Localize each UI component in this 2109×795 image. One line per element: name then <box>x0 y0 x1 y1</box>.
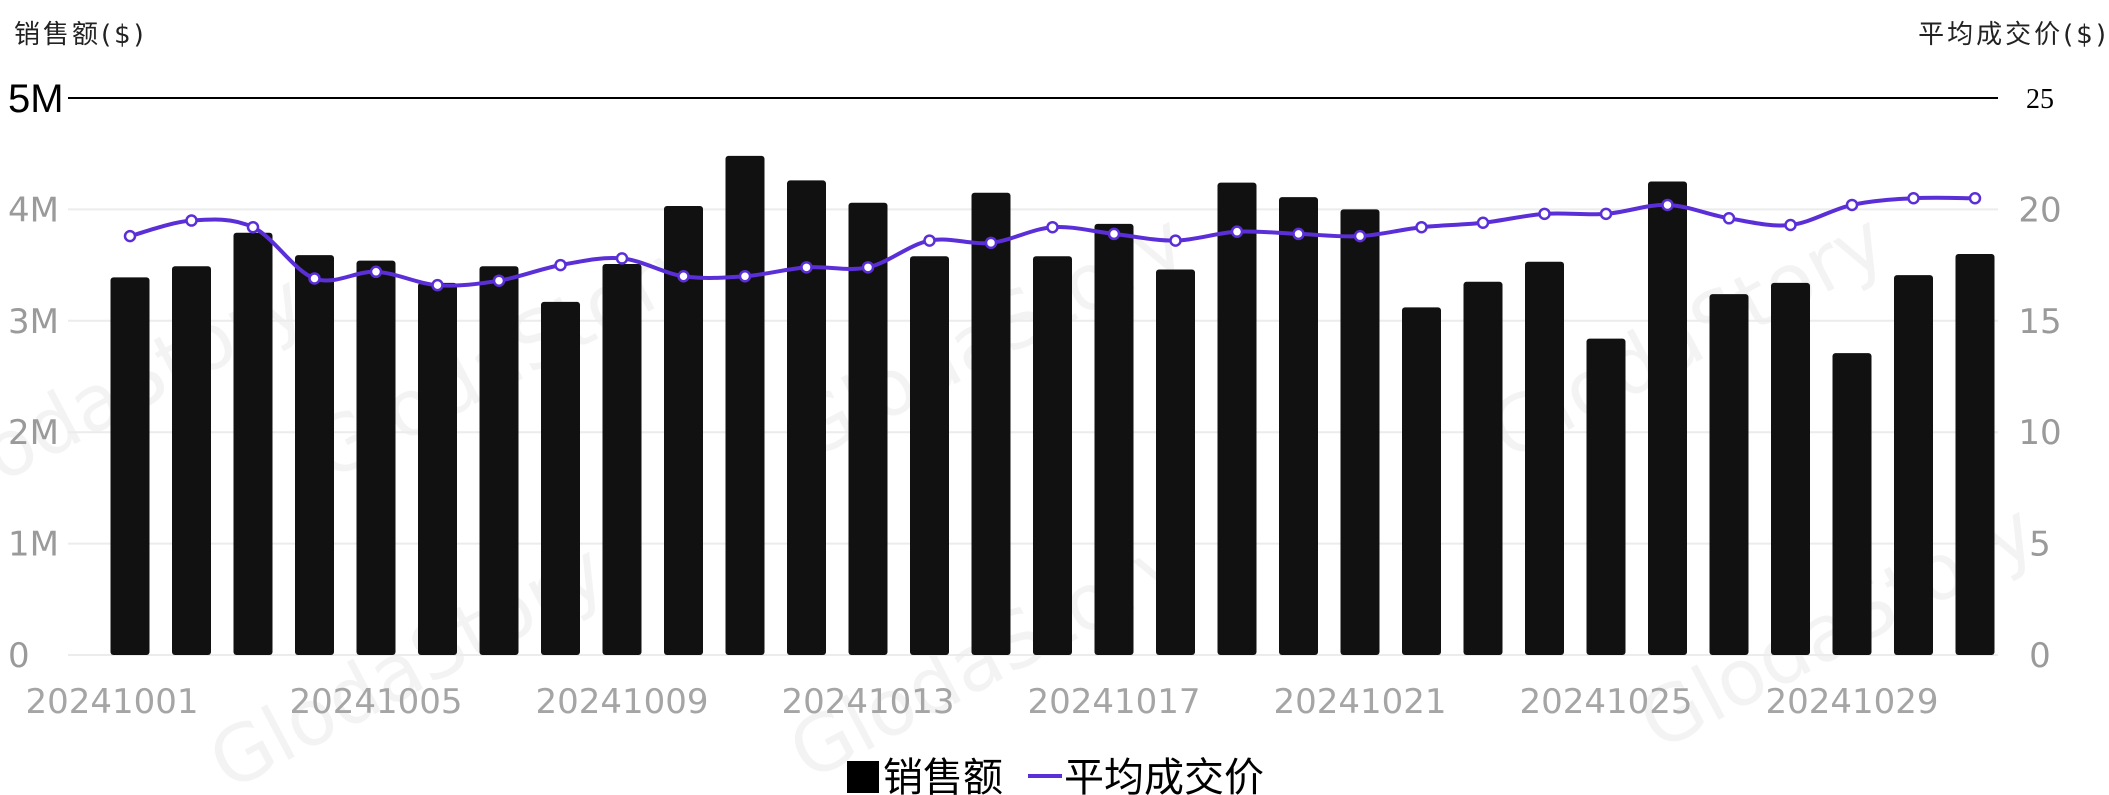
x-tick-label: 20241001 <box>25 682 198 722</box>
bar-20241017 <box>1094 223 1134 655</box>
avg-price-point-20241017 <box>1107 227 1121 241</box>
bar-20241023 <box>1463 281 1503 655</box>
legend-bar-swatch <box>847 761 879 793</box>
avg-price-point-20241012 <box>800 261 813 274</box>
right-tick-label: 0 <box>2029 636 2051 676</box>
legend: 销售额 平均成交价 <box>847 755 1264 795</box>
avg-price-point-20241014 <box>923 234 936 247</box>
avg-price-point-20241011 <box>738 269 752 283</box>
bar-20241008 <box>541 301 580 655</box>
bar-20241028 <box>1771 282 1810 655</box>
x-tick-label: 20241005 <box>289 682 462 722</box>
left-axis-title: 销售额($) <box>14 20 147 50</box>
avg-price-point-20241008 <box>554 258 567 272</box>
x-tick-label: 20241013 <box>781 682 954 722</box>
avg-price-point-20241029 <box>1845 198 1859 212</box>
left-tick-label: 4M <box>8 190 59 230</box>
bar-20241025 <box>1586 338 1626 655</box>
left-tick-label: 0 <box>8 636 30 676</box>
bar-20241020 <box>1279 197 1318 655</box>
bar-20241005 <box>356 260 396 655</box>
avg-price-point-20241006 <box>431 278 444 292</box>
bar-20241009 <box>602 263 642 655</box>
bar-20241015 <box>971 192 1011 655</box>
bar-20241018 <box>1156 269 1195 655</box>
bar-20241014 <box>910 256 949 655</box>
bar-20241012 <box>787 180 826 655</box>
x-tick-label: 20241025 <box>1519 682 1692 722</box>
bar-20241011 <box>725 155 765 656</box>
avg-price-point-20241021 <box>1353 229 1367 243</box>
avg-price-point-20241026 <box>1661 198 1674 212</box>
right-y-axis: 0 5 10 15 20 25 <box>2018 84 2061 676</box>
right-tick-label: 5 <box>2029 525 2051 565</box>
x-tick-label: 20241029 <box>1765 682 1938 722</box>
legend-label-avg-price: 平均成交价 <box>1064 755 1264 795</box>
avg-price-point-20241016 <box>1046 220 1059 234</box>
bar-20241024 <box>1525 261 1564 655</box>
x-tick-label: 20241009 <box>535 682 708 722</box>
avg-price-point-20241002 <box>185 214 198 227</box>
avg-price-point-20241023 <box>1476 216 1490 230</box>
avg-price-point-20241030 <box>1907 192 1920 205</box>
avg-price-point-20241009 <box>615 252 629 265</box>
bar-20241006 <box>418 282 457 655</box>
bar-20241010 <box>664 206 703 656</box>
right-tick-label: 25 <box>2026 84 2054 115</box>
avg-price-point-20241003 <box>246 220 260 234</box>
right-axis-title: 平均成交价($) <box>1918 20 2109 50</box>
x-axis: 20241001 20241005 20241009 20241013 20241017… <box>25 682 1938 722</box>
right-tick-label: 10 <box>2018 413 2061 453</box>
bar-20241003 <box>233 232 273 655</box>
avg-price-point-20241015 <box>984 236 998 250</box>
left-tick-label: 3M <box>8 302 59 342</box>
avg-price-point-20241028 <box>1784 218 1797 232</box>
left-tick-label: 1M <box>8 525 59 565</box>
x-tick-label: 20241021 <box>1273 682 1446 722</box>
bar-20241031 <box>1955 253 1995 655</box>
line-series <box>123 192 1982 292</box>
avg-price-point-20241020 <box>1292 227 1305 241</box>
bar-20241019 <box>1217 182 1257 655</box>
avg-price-point-20241024 <box>1538 207 1551 221</box>
bar-20241026 <box>1648 181 1687 656</box>
left-tick-label: 2M <box>8 413 59 453</box>
right-tick-label: 15 <box>2018 302 2061 342</box>
avg-price-point-20241025 <box>1599 207 1613 221</box>
bar-20241007 <box>479 266 519 655</box>
x-tick-label: 20241017 <box>1027 682 1200 722</box>
left-y-axis: 0 1M 2M 3M 4M 5M <box>8 77 64 676</box>
avg-price-point-20241007 <box>492 274 506 287</box>
avg-price-point-20241027 <box>1722 212 1736 225</box>
bar-20241029 <box>1832 353 1872 655</box>
avg-price-point-20241001 <box>123 229 137 243</box>
bar-20241001 <box>110 277 150 655</box>
avg-price-point-20241018 <box>1169 234 1182 247</box>
legend-label-sales: 销售额 <box>883 755 1003 795</box>
avg-price-point-20241031 <box>1968 192 1982 205</box>
avg-price-point-20241005 <box>369 265 383 279</box>
bar-20241030 <box>1894 275 1933 655</box>
avg-price-point-20241004 <box>308 272 321 285</box>
left-tick-label: 5M <box>8 77 64 121</box>
bar-20241022 <box>1402 307 1441 655</box>
avg-price-point-20241019 <box>1230 225 1244 238</box>
right-tick-label: 20 <box>2018 190 2061 230</box>
bar-20241021 <box>1340 209 1380 655</box>
bar-20241027 <box>1709 294 1749 655</box>
avg-price-point-20241022 <box>1415 220 1428 234</box>
bar-20241016 <box>1033 256 1072 655</box>
avg-price-point-20241013 <box>861 261 875 274</box>
bar-20241013 <box>848 202 888 655</box>
avg-price-point-20241010 <box>677 269 690 283</box>
bar-series <box>110 155 1995 656</box>
bar-20241004 <box>295 255 334 655</box>
bar-20241002 <box>172 266 211 655</box>
